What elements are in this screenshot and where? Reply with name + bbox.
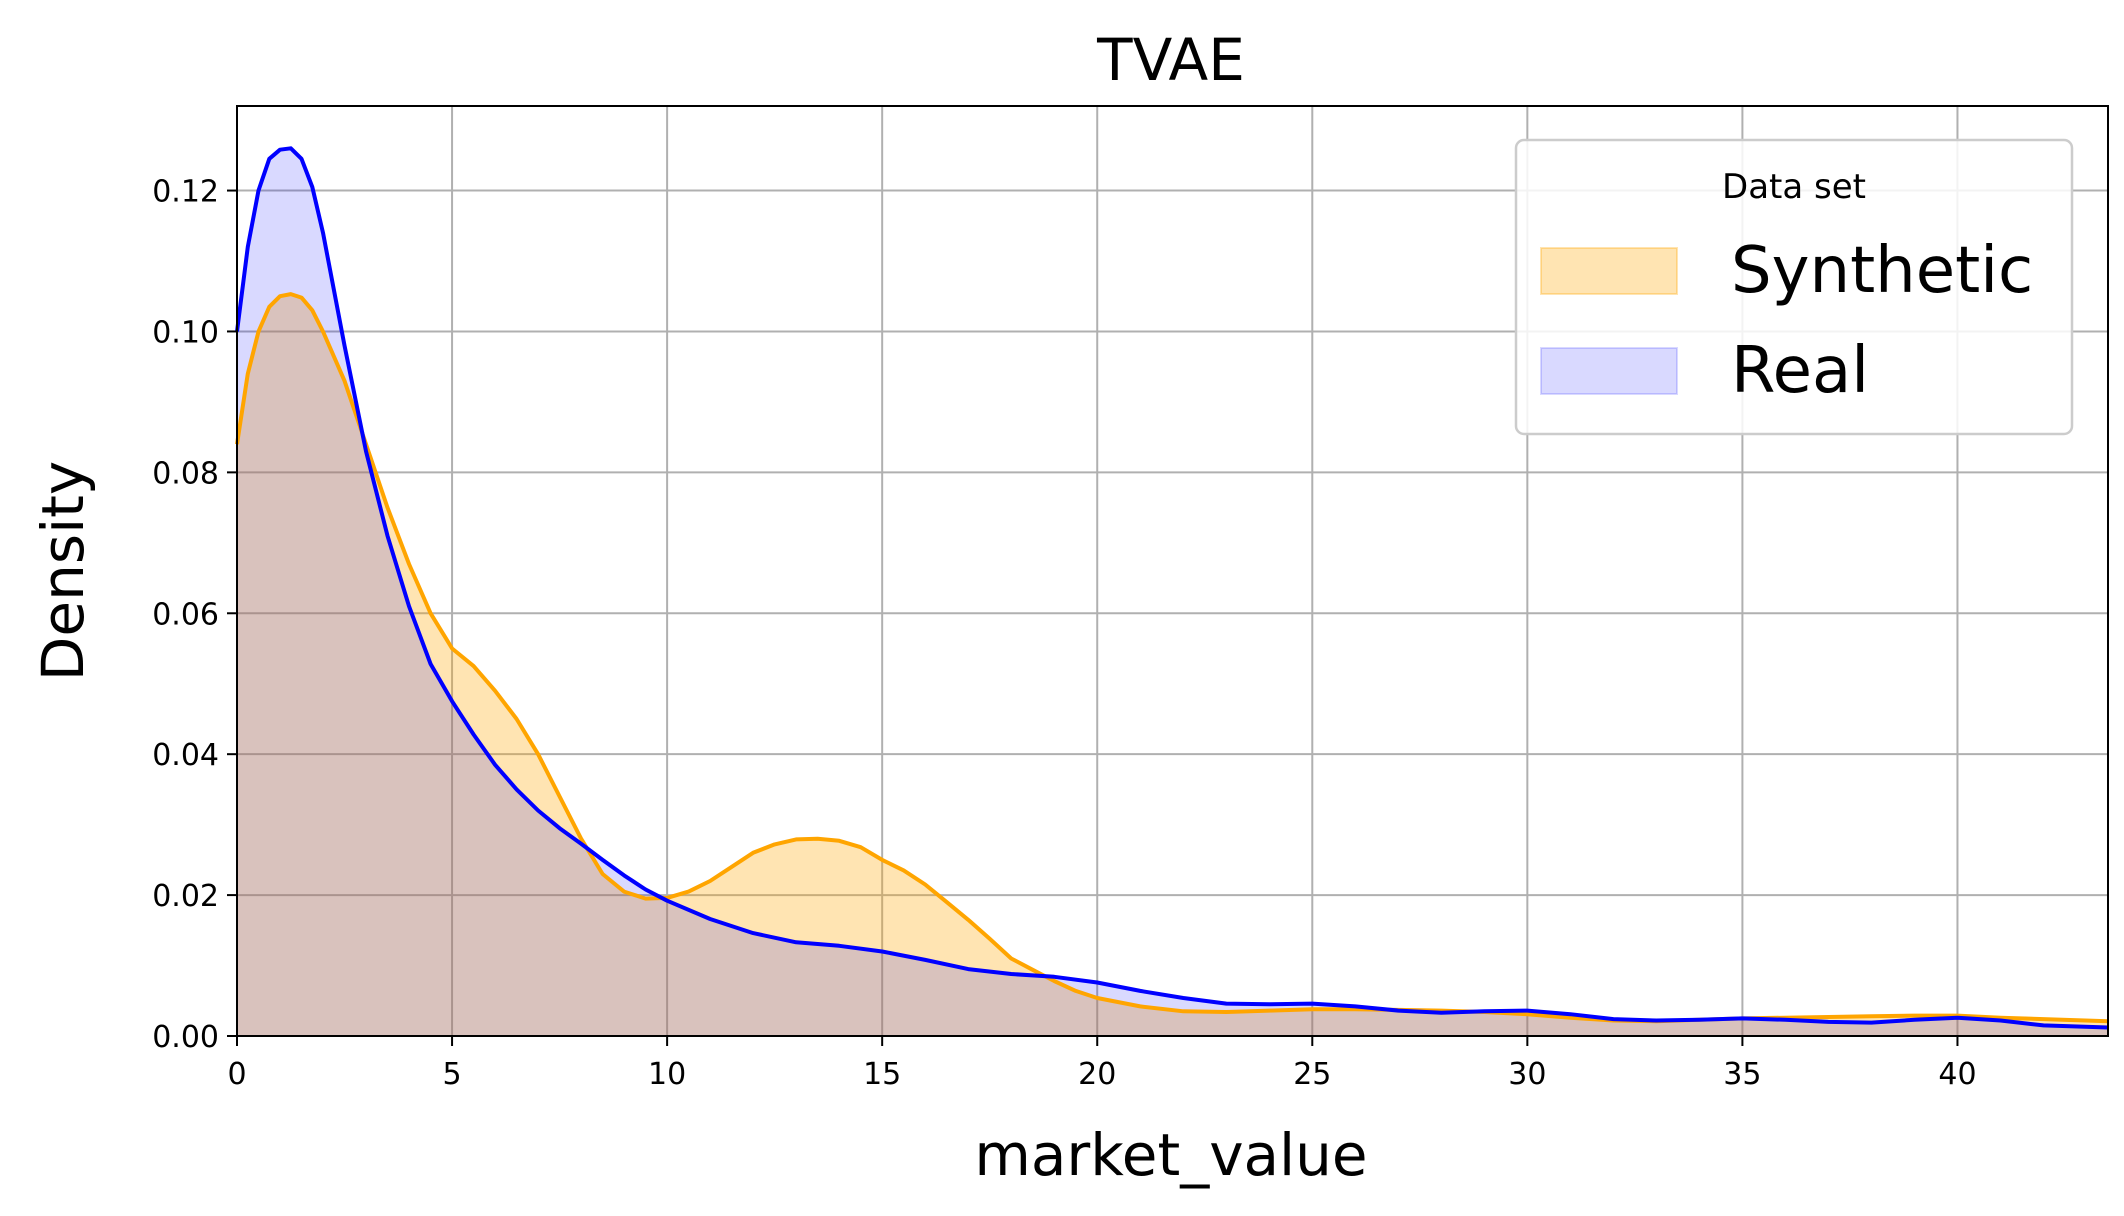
y-tick-label: 0.00 <box>152 1020 219 1055</box>
density-lines <box>235 146 2109 1030</box>
x-tick-label: 30 <box>1508 1057 1546 1092</box>
legend-swatch-real <box>1540 347 1678 395</box>
x-tick-label: 25 <box>1293 1057 1331 1092</box>
x-tick-label: 35 <box>1723 1057 1761 1092</box>
y-tick-label: 0.12 <box>152 175 219 210</box>
legend-title: Data set <box>1722 167 1866 207</box>
x-tick-label: 0 <box>227 1057 246 1092</box>
x-tick-label: 10 <box>648 1057 686 1092</box>
density-areas <box>237 148 2108 1037</box>
legend-label-synthetic: Synthetic <box>1731 234 2033 308</box>
x-axis-ticks: 0 5 10 15 20 25 30 35 40 <box>227 1036 1977 1092</box>
area-synthetic <box>237 294 2108 1037</box>
plot-frame <box>236 105 2109 1037</box>
x-axis-title: market_value <box>974 1121 1367 1189</box>
legend-swatch-synthetic <box>1540 247 1678 295</box>
x-tick-label: 20 <box>1078 1057 1116 1092</box>
y-tick-label: 0.08 <box>152 456 219 491</box>
y-axis-title: Density <box>29 461 97 682</box>
x-tick-label: 40 <box>1938 1057 1976 1092</box>
y-tick-label: 0.10 <box>152 315 219 350</box>
y-tick-label: 0.06 <box>152 597 219 632</box>
legend-label-real: Real <box>1731 334 1869 408</box>
y-tick-label: 0.04 <box>152 738 219 773</box>
legend-box <box>1514 138 2074 436</box>
y-tick-label: 0.02 <box>152 879 219 914</box>
x-tick-label: 15 <box>863 1057 901 1092</box>
area-real <box>237 148 2108 1037</box>
line-real <box>235 146 2109 1030</box>
y-axis-ticks: 0.00 0.02 0.04 0.06 0.08 0.10 0.12 <box>152 175 237 1055</box>
x-tick-label: 5 <box>443 1057 462 1092</box>
chart-title: TVAE <box>1096 26 1245 94</box>
legend: Data set Synthetic Real <box>1514 138 2074 436</box>
